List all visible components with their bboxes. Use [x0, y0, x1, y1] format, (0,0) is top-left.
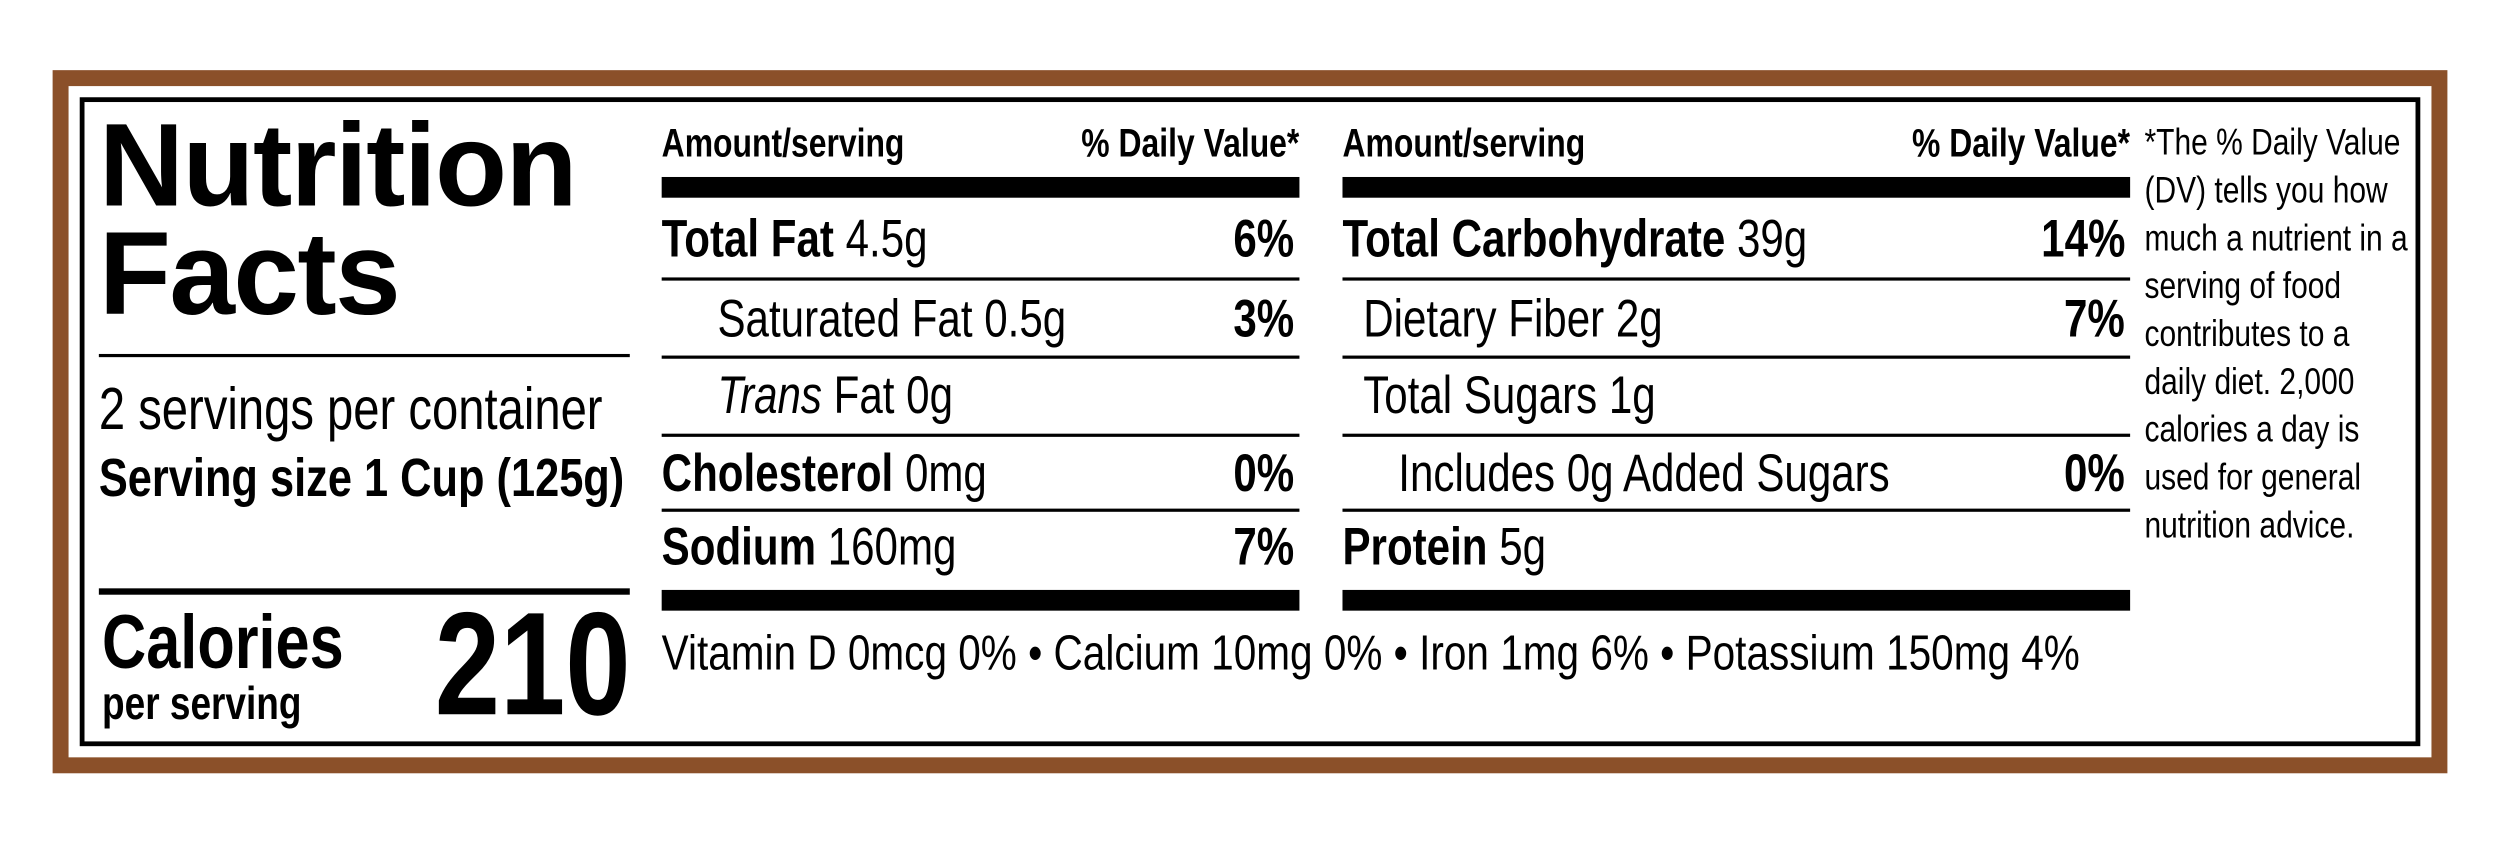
nutrient: Total Sugars 1g	[1363, 364, 1656, 428]
white-panel	[68, 86, 2432, 758]
servings-wrap: 2 servings per container	[99, 376, 729, 443]
nutrient-name: Saturated Fat	[717, 288, 973, 348]
header: Amount/serving % Daily Value*	[1342, 120, 2130, 168]
nutrient-name: Total Sugars	[1363, 365, 1598, 425]
nutrient-amount: 160mg	[827, 516, 957, 576]
daily-value: 7%	[2064, 288, 2126, 348]
nutrient-row: Total Sugars 1g	[1363, 364, 2125, 428]
rule	[98, 588, 630, 595]
title: Nutrition Facts	[98, 98, 578, 340]
nutrient-row: Trans Fat 0g	[717, 364, 1294, 428]
nutrient-row: Includes 0g Added Sugars 0%	[1398, 442, 2125, 506]
nutrient: Total Fat 4.5g	[662, 207, 928, 271]
daily-value: 7%	[1233, 516, 1295, 576]
thick-bar	[661, 589, 1300, 611]
nutrient: Trans Fat 0g	[717, 364, 953, 428]
serving-size-wrap: Serving size 1 Cup (125g)	[99, 446, 756, 510]
nutrient: Sodium 160mg	[662, 515, 957, 579]
nutrient-row: Total Carbohydrate 39g 14%	[1342, 207, 2125, 271]
daily-value: 0%	[1233, 443, 1295, 503]
header-dv: % Daily Value*	[1912, 121, 2131, 166]
vitamins-wrap: Vitamin D 0mcg 0% • Calcium 10mg 0% • Ir…	[662, 622, 2391, 686]
rule	[98, 353, 630, 358]
row-rule	[1342, 508, 2131, 512]
thick-bar	[1342, 589, 2131, 611]
nutrient-name: Includes 0g Added Sugars	[1398, 443, 1890, 503]
nutrient: Protein 5g	[1342, 515, 1546, 579]
nutrient: Dietary Fiber 2g	[1363, 287, 1662, 351]
nutrient-row: Protein 5g	[1342, 515, 2125, 579]
nutrient-row: Cholesterol 0mg 0%	[662, 442, 1295, 506]
nutrient: Saturated Fat 0.5g	[717, 287, 1066, 351]
row-rule	[1342, 432, 2131, 437]
nutrient-amount: 4.5g	[845, 208, 928, 268]
daily-value: 14%	[2041, 208, 2126, 268]
row-rule	[661, 355, 1300, 359]
nutrient-row: Sodium 160mg 7%	[662, 515, 1295, 579]
nutrient-name: Fat	[833, 365, 895, 425]
nutrient-name: Protein	[1342, 516, 1488, 576]
black-border	[79, 97, 2421, 747]
row-rule	[1342, 277, 2131, 281]
header-amount: Amount/serving	[661, 121, 905, 166]
nutrient-amount: 1g	[1608, 365, 1656, 425]
calories-per: per serving	[102, 679, 302, 731]
header: Amount/serving % Daily Value*	[662, 120, 1300, 168]
vitamins: Vitamin D 0mcg 0% • Calcium 10mg 0% • Ir…	[661, 625, 2080, 681]
nutrient-name: Total Carbohydrate	[1342, 208, 1726, 268]
calories-value: 210	[433, 583, 630, 747]
header-amount: Amount/serving	[1342, 121, 1586, 166]
daily-value: 3%	[1233, 288, 1295, 348]
nutrient-row: Total Fat 4.5g 6%	[662, 207, 1295, 271]
per-serving-wrap: per serving	[102, 679, 351, 730]
calories-wrap: Calories	[102, 601, 404, 686]
footnote: *The % Daily Value (DV) tells you how mu…	[2144, 121, 2408, 546]
nutrient-prefix: Trans	[717, 365, 822, 425]
thick-bar	[1342, 176, 2131, 198]
row-rule	[661, 432, 1300, 437]
nutrient: Cholesterol 0mg	[662, 442, 987, 506]
nutrient: Total Carbohydrate 39g	[1342, 207, 1807, 271]
nutrient-amount: 0g	[906, 365, 954, 425]
calories-label: Calories	[102, 601, 344, 686]
serving-size: Serving size 1 Cup (125g)	[98, 448, 625, 509]
nutrient-amount: 5g	[1499, 516, 1547, 576]
header-dv: % Daily Value*	[1081, 121, 1300, 166]
calories-value-wrap: 210	[385, 583, 630, 747]
row-rule	[1342, 355, 2131, 359]
nutrient-name: Cholesterol	[661, 443, 894, 503]
nutrient-amount: 2g	[1615, 288, 1663, 348]
daily-value: 6%	[1233, 208, 1295, 268]
nutrient-row: Dietary Fiber 2g 7%	[1363, 287, 2125, 351]
nutrient-row: Saturated Fat 0.5g 3%	[717, 287, 1294, 351]
nutrient-name: Dietary Fiber	[1363, 288, 1605, 348]
thick-bar	[661, 176, 1300, 198]
daily-value: 0%	[2064, 443, 2126, 503]
nutrient-amount: 39g	[1736, 208, 1808, 268]
nutrient-name: Sodium	[661, 516, 817, 576]
row-rule	[661, 277, 1300, 281]
row-rule	[661, 508, 1300, 512]
nutrient-name: Total Fat	[661, 208, 834, 268]
nutrient: Includes 0g Added Sugars	[1398, 442, 1889, 506]
nutrient-amount: 0.5g	[984, 288, 1067, 348]
nutrient-amount: 0mg	[904, 443, 987, 503]
servings: 2 servings per container	[98, 376, 603, 442]
